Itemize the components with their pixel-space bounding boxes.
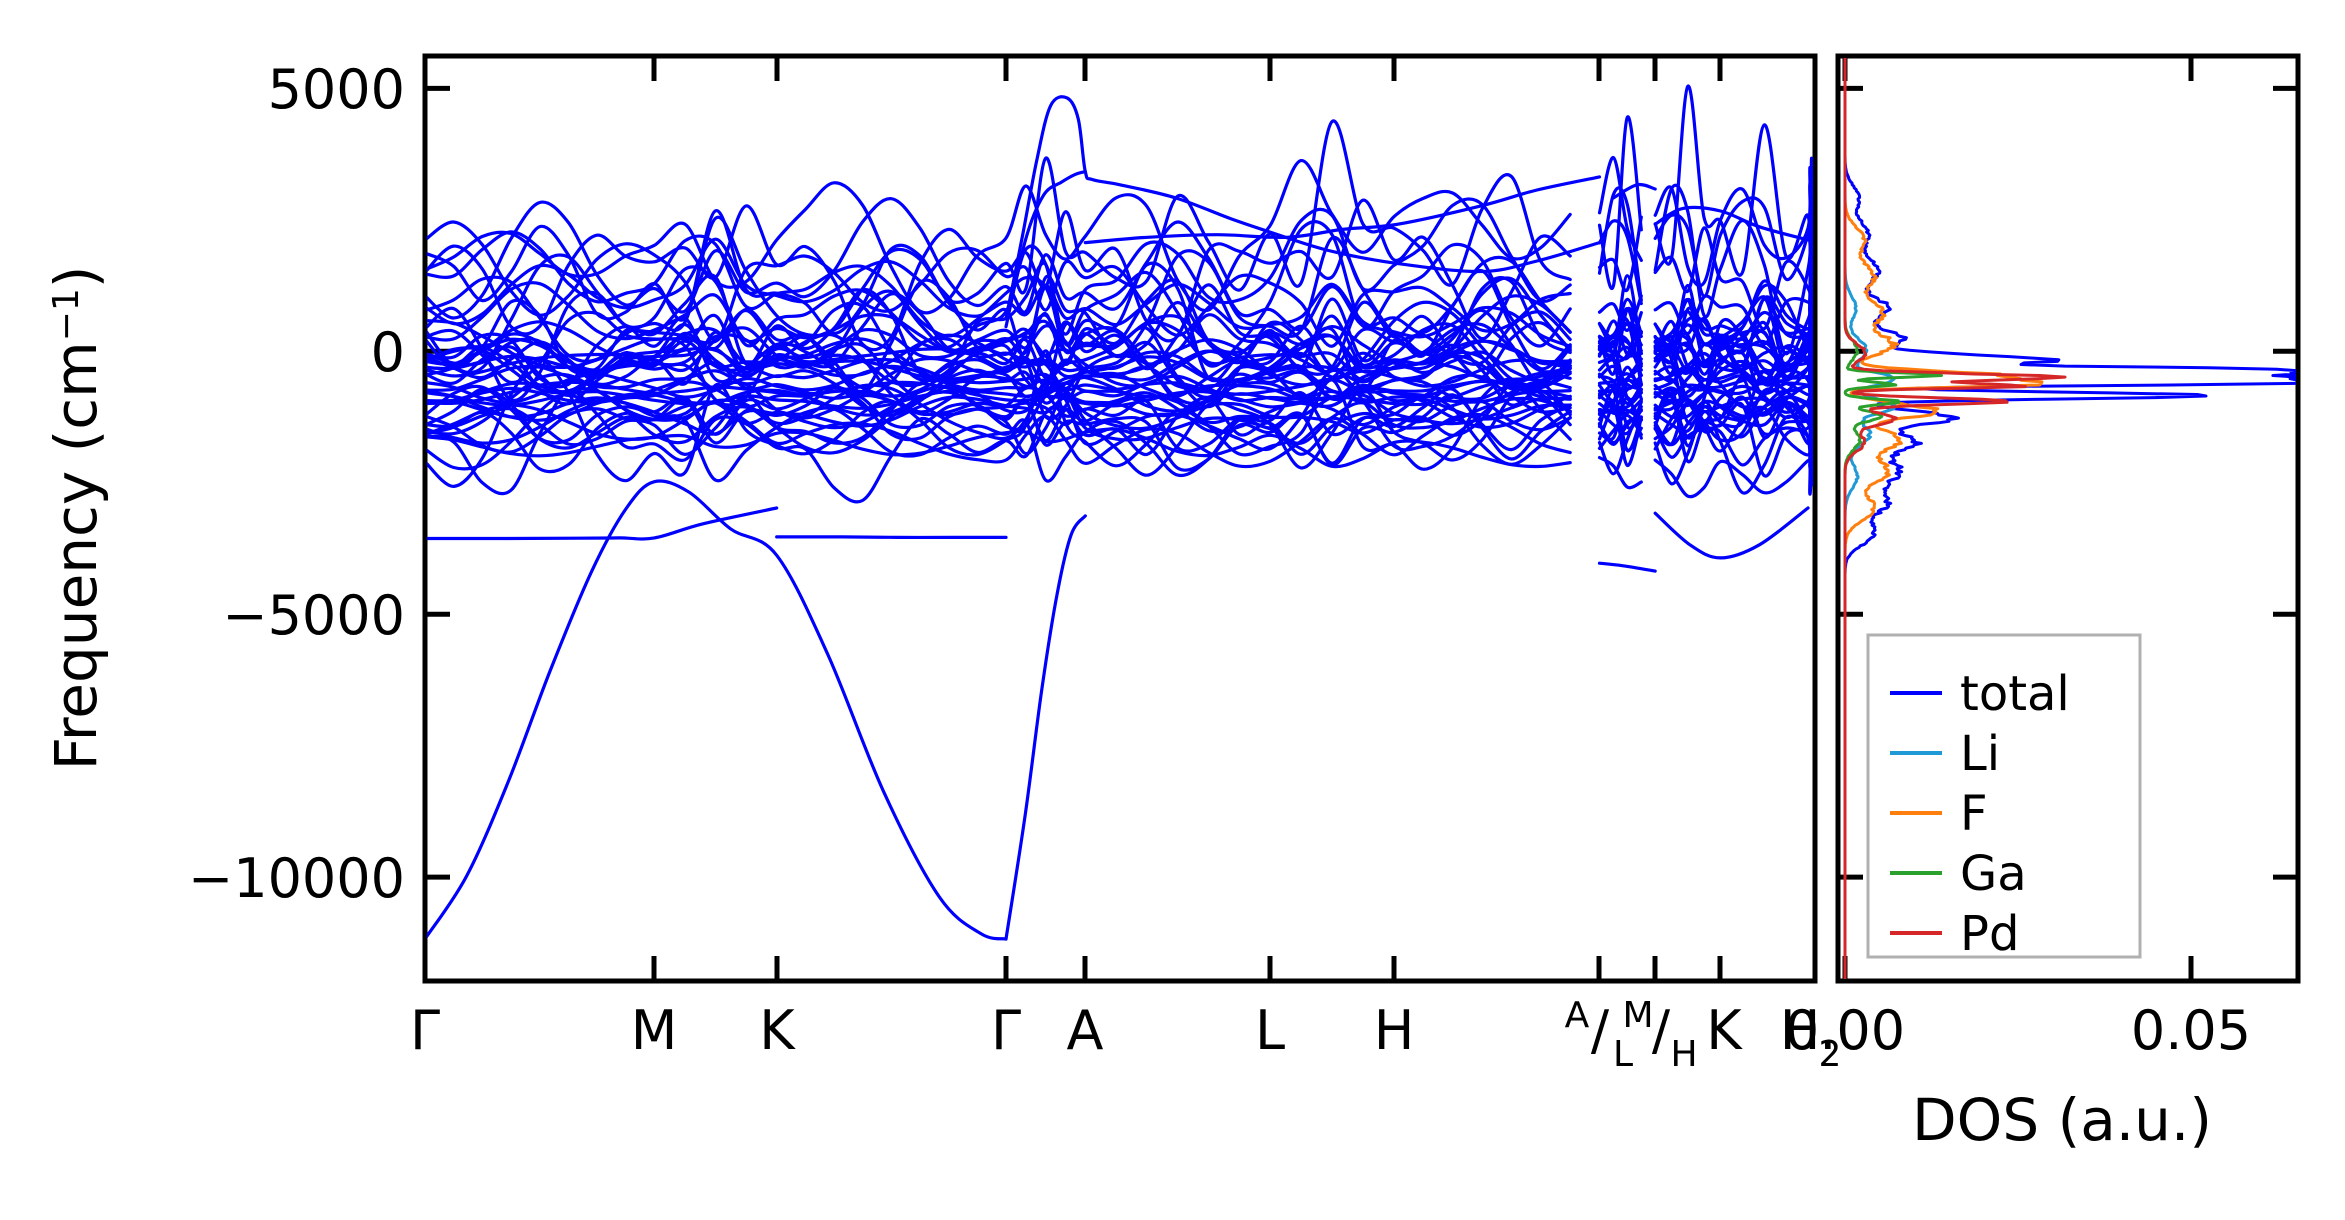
acoustic-imaginary-branch [1611, 182, 1657, 200]
acoustic-imaginary-branch [1653, 506, 1810, 560]
x-ticklabel-a-over-l: A / L [1565, 995, 1633, 1075]
x-ticklabel-h2: H 2 [1780, 999, 1842, 1075]
x-ticklabel-a-over-l-slash: / [1591, 999, 1610, 1062]
legend-label-total: total [1960, 666, 2070, 722]
band-curve [1653, 384, 1813, 418]
x-ticklabel-l: L [1255, 999, 1285, 1062]
band-curve [1653, 395, 1813, 442]
band-curve [427, 384, 1572, 483]
band-curve [1597, 364, 1643, 390]
band-curve [1653, 400, 1813, 434]
band-y-ticklabels: 5000 0 −5000 −10000 [188, 58, 405, 910]
dos-ticklabel-005: 0.05 [2131, 999, 2251, 1062]
legend-label-li: Li [1960, 726, 2000, 782]
y-axis-title-group: Frequency (cm−1) [42, 266, 110, 771]
band-curve [1597, 398, 1643, 416]
acoustic-imaginary-branch [1597, 561, 1657, 573]
band-curve [1653, 294, 1813, 353]
y-axis-title: Frequency (cm−1) [42, 266, 110, 771]
band-curve [427, 197, 1572, 338]
acoustic-imaginary-branch [427, 479, 1008, 941]
band-curves [427, 84, 1813, 941]
band-plot-background [425, 56, 1815, 981]
x-ticklabel-a-over-l-numerator: A [1565, 995, 1590, 1036]
band-x-ticks [422, 56, 1818, 981]
band-curve [427, 301, 1572, 407]
band-curve [1653, 374, 1813, 403]
x-ticklabel-h2-subscript: 2 [1819, 1034, 1842, 1075]
legend-label-ga: Ga [1960, 846, 2027, 902]
y-ticklabel-neg5000: −5000 [222, 584, 405, 647]
acoustic-imaginary-branch [427, 506, 779, 541]
y-ticklabel-0: 0 [371, 321, 405, 384]
band-curve [1597, 294, 1643, 332]
y-ticklabel-5000: 5000 [268, 58, 405, 121]
band-curve [427, 159, 1572, 315]
y-axis-title-main: Frequency (cm [42, 341, 110, 770]
acoustic-imaginary-branch [775, 535, 1008, 540]
x-ticklabel-gamma-1: Γ [410, 999, 440, 1062]
band-curve [1597, 391, 1643, 410]
y-axis-title-exponent: −1 [46, 288, 87, 341]
x-ticklabel-m-over-h-denominator: H [1670, 1034, 1697, 1075]
x-ticklabel-k-1: K [759, 999, 796, 1062]
band-curve [1653, 410, 1813, 496]
legend-label-pd: Pd [1960, 906, 2019, 962]
acoustic-imaginary-branch [1004, 170, 1087, 329]
acoustic-imaginary-branch [1004, 95, 1602, 321]
acoustic-imaginary-branch [1083, 175, 1602, 245]
band-curve [1653, 316, 1813, 394]
dos-ticklabel-000: 0.00 [1785, 999, 1905, 1062]
band-curve [427, 300, 1572, 411]
x-ticklabel-a-over-l-denominator: L [1613, 1034, 1633, 1075]
dos-x-ticklabels: 0.00 0.05 [1785, 999, 2251, 1062]
band-curve [1653, 84, 1813, 311]
band-curve [1597, 219, 1643, 306]
x-ticklabel-h2-base: H [1780, 999, 1821, 1062]
acoustic-imaginary-branch [1004, 514, 1087, 941]
band-curve [1597, 321, 1643, 347]
band-curve [427, 381, 1572, 504]
band-panel [422, 53, 1818, 984]
band-curve [1653, 347, 1813, 407]
x-ticklabel-k-2: K [1706, 999, 1743, 1062]
band-plot-frame [422, 53, 1818, 984]
x-ticklabel-h: H [1374, 999, 1415, 1062]
band-curve [1597, 408, 1643, 422]
x-ticklabel-gamma-2: Γ [991, 999, 1021, 1062]
legend-label-f: F [1960, 786, 1988, 842]
y-axis-title-close: ) [42, 266, 110, 289]
band-curve [1597, 322, 1643, 430]
band-curve [427, 276, 1572, 386]
band-curve [1597, 115, 1643, 291]
band-curve [1653, 376, 1813, 454]
x-ticklabel-m-over-h-numerator: M [1622, 995, 1653, 1036]
acoustic-imaginary-branch [1653, 205, 1810, 242]
x-ticklabel-a: A [1067, 999, 1104, 1062]
legend-frame [1866, 633, 2142, 959]
band-curve [427, 361, 1572, 404]
band-curve [427, 387, 1572, 471]
band-curve [427, 378, 1572, 477]
dos-curves [1843, 58, 2296, 979]
y-ticklabel-neg10000: −10000 [188, 847, 405, 910]
band-curve [1653, 305, 1813, 426]
band-curve [427, 119, 1572, 336]
x-ticklabel-m-over-h-slash: / [1652, 999, 1671, 1062]
x-ticklabel-m-over-h: M / H [1622, 995, 1697, 1075]
x-ticklabel-m: M [631, 999, 678, 1062]
band-x-ticklabels: Γ M K Γ A L H A / L M / H K H 2 [410, 995, 1842, 1075]
dos-axis-title: DOS (a.u.) [1912, 1086, 2212, 1154]
dos-curve-pd [1843, 58, 2067, 979]
dos-plot-frame [1835, 53, 2301, 984]
